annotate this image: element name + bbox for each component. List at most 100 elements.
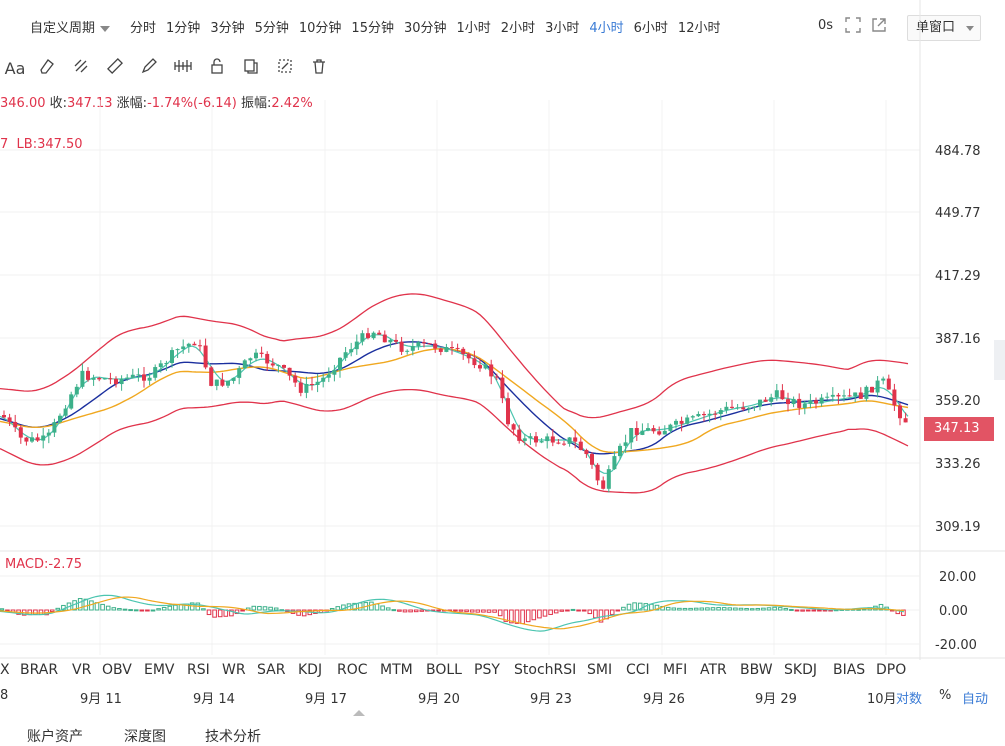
period-option[interactable]: 10分钟: [298, 21, 342, 36]
indicator-tab[interactable]: BOLL: [426, 662, 462, 678]
period-option[interactable]: 2小时: [500, 21, 536, 36]
settings-icon[interactable]: [268, 57, 302, 79]
eraser-icon[interactable]: [30, 57, 64, 79]
bottom-tab[interactable]: 技术分析: [205, 729, 261, 745]
macd-bar: [710, 607, 716, 611]
indicator-tab[interactable]: OBV: [102, 662, 132, 678]
indicator-tab[interactable]: StochRSI: [514, 662, 577, 678]
candle-body: [550, 436, 555, 443]
indicator-tab[interactable]: VR: [72, 662, 92, 678]
period-option[interactable]: 5分钟: [254, 21, 289, 36]
period-option[interactable]: 15分钟: [351, 21, 394, 36]
candle-body: [24, 437, 29, 442]
macd-bar: [27, 609, 33, 616]
period-option[interactable]: 1小时: [456, 21, 491, 36]
window-mode-dropdown[interactable]: 单窗口: [907, 15, 981, 41]
candle-body: [847, 395, 852, 397]
candle-body: [528, 436, 533, 439]
period-option[interactable]: 3分钟: [210, 21, 245, 36]
candle-body: [254, 352, 258, 359]
indicator-tab[interactable]: BIAS: [833, 662, 866, 678]
candle-body: [310, 384, 314, 386]
indicator-tab[interactable]: BRAR: [20, 662, 59, 678]
indicator-tab[interactable]: MTM: [380, 662, 413, 678]
macd-bar: [301, 609, 307, 617]
candle-body: [578, 441, 583, 450]
side-panel-handle[interactable]: [994, 340, 1005, 380]
indicator-tab[interactable]: X: [0, 662, 10, 678]
macd-bar: [83, 598, 89, 611]
macd-bar: [777, 607, 783, 611]
indicator-tab[interactable]: CCI: [626, 662, 650, 678]
candle-body: [102, 378, 107, 380]
candle-body: [248, 358, 253, 361]
indicator-tab[interactable]: DPO: [876, 662, 907, 678]
candle-body: [326, 374, 331, 378]
bottom-tab[interactable]: 深度图: [124, 729, 166, 745]
period-option[interactable]: 3小时: [545, 21, 580, 36]
copy-icon[interactable]: [234, 57, 268, 79]
ruler-icon[interactable]: [98, 57, 132, 79]
period-option[interactable]: 6小时: [633, 21, 668, 36]
candle-body: [69, 394, 74, 409]
fullscreen-icon[interactable]: [845, 17, 861, 33]
macd-bar: [458, 609, 464, 612]
bottom-tab[interactable]: 账户资产: [27, 729, 83, 745]
macd-bar: [217, 609, 223, 618]
candle-body: [298, 382, 303, 393]
period-option[interactable]: 分时: [130, 21, 157, 36]
period-option-active[interactable]: 4小时: [589, 21, 624, 36]
macd-bar: [94, 602, 100, 611]
indicator-tab[interactable]: KDJ: [298, 662, 323, 678]
ohlc-info: 346.00 收:347.13 涨幅:-1.74%(-6.14) 振幅:2.42…: [0, 92, 313, 111]
trash-icon[interactable]: [302, 57, 336, 79]
collapse-arrow-icon[interactable]: [353, 710, 365, 716]
candle-body: [842, 395, 846, 397]
candle-body: [282, 364, 286, 368]
popout-icon[interactable]: [871, 17, 887, 33]
custom-period-dropdown[interactable]: 自定义周期: [30, 17, 120, 36]
candle-body: [354, 341, 359, 350]
candle-body: [108, 378, 113, 380]
candle-body: [321, 377, 326, 382]
indicator-tab[interactable]: EMV: [144, 662, 175, 678]
text-tool-icon[interactable]: Aa: [4, 58, 26, 78]
indicator-tab[interactable]: SKDJ: [784, 662, 817, 678]
macd-bar: [385, 607, 391, 611]
indicator-tab[interactable]: ATR: [700, 662, 727, 678]
lock-icon[interactable]: [200, 57, 234, 79]
candle-body: [203, 345, 208, 368]
open-value: 346.00: [0, 96, 46, 111]
indicator-tab[interactable]: SAR: [257, 662, 286, 678]
indicator-tab[interactable]: SMI: [587, 662, 613, 678]
candle-body: [209, 367, 214, 386]
candle-body: [780, 390, 785, 400]
period-option[interactable]: 30分钟: [403, 21, 447, 36]
macd-bar: [749, 608, 755, 611]
candle-body: [539, 441, 544, 443]
indicator-tab[interactable]: BBW: [740, 662, 773, 678]
magnet-icon[interactable]: [64, 57, 98, 79]
indicator-tab[interactable]: MFI: [663, 662, 688, 678]
log-scale-toggle[interactable]: 对数: [896, 692, 923, 707]
pencil-icon[interactable]: [132, 57, 166, 79]
candle-body: [802, 403, 807, 408]
indicator-tab[interactable]: ROC: [337, 662, 368, 678]
pattern-icon[interactable]: [166, 57, 200, 79]
candle-body: [410, 346, 415, 351]
percent-scale-toggle[interactable]: %: [939, 688, 952, 703]
macd-bar: [727, 607, 733, 611]
candle-body: [825, 396, 830, 398]
candle-body: [405, 350, 410, 352]
macd-bar: [447, 609, 453, 612]
auto-scale-toggle[interactable]: 自动: [962, 692, 989, 707]
indicator-tab[interactable]: RSI: [187, 662, 210, 678]
candle-body: [500, 377, 505, 399]
macd-bar: [565, 609, 570, 612]
period-option[interactable]: 1分钟: [166, 21, 201, 36]
candle-body: [136, 374, 141, 376]
candle-body: [758, 399, 762, 407]
indicator-tab[interactable]: PSY: [474, 662, 500, 678]
period-option[interactable]: 12小时: [677, 21, 721, 36]
indicator-tab[interactable]: WR: [222, 662, 246, 678]
